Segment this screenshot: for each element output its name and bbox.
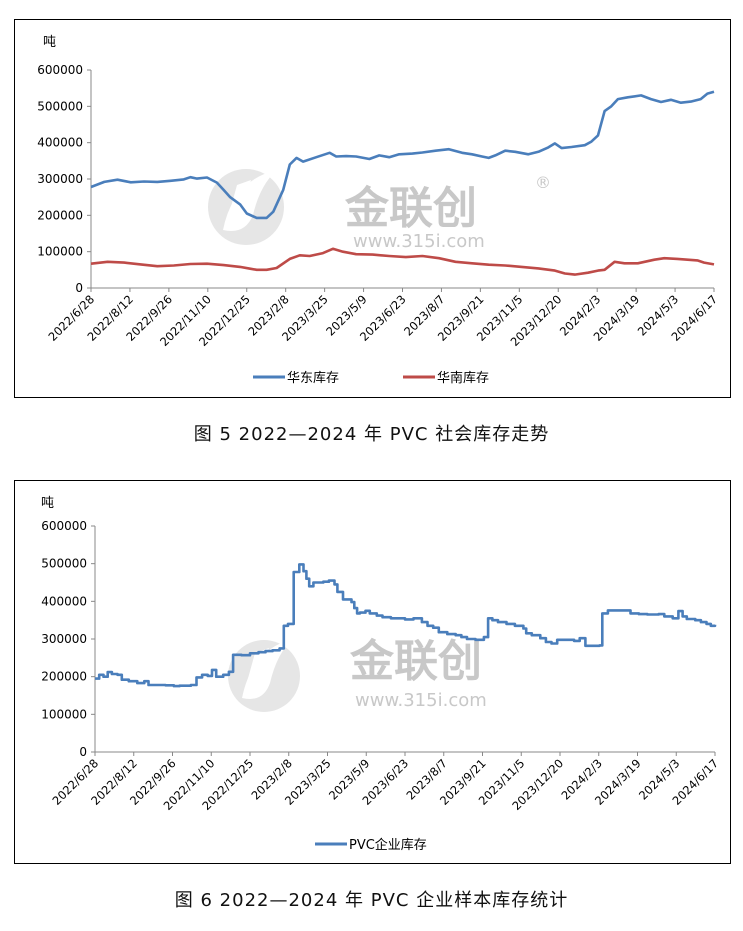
y-tick-label: 300000 bbox=[41, 632, 87, 646]
series-lines bbox=[90, 90, 715, 276]
chart-svg-enterprise-inventory: 金联创 www.315i.com 吨 0 100000 200000 300000 40… bbox=[41, 496, 722, 853]
series-lines bbox=[95, 563, 717, 688]
y-tick-label: 600000 bbox=[41, 519, 87, 533]
watermark-brand: 金联创 bbox=[349, 636, 482, 687]
y-tick-label: 400000 bbox=[37, 136, 83, 150]
y-tick-label: 500000 bbox=[41, 557, 87, 571]
y-axis-tick-labels: 0 100000 200000 300000 400000 500000 600000 bbox=[41, 519, 87, 759]
y-tick-label: 100000 bbox=[41, 707, 87, 721]
watermark-logo-icon bbox=[228, 639, 300, 712]
watermark-registered-mark: ® bbox=[535, 173, 551, 192]
x-axis-tick-labels: 2022/6/282022/8/122022/9/262022/11/10202… bbox=[46, 292, 721, 349]
chart-legend: PVC企业库存 bbox=[315, 837, 427, 853]
y-tick-label: 100000 bbox=[37, 245, 83, 259]
chart-panel-social-inventory: 金联创 ® www.315i.com 吨 0 100000 200000 300000… bbox=[14, 19, 731, 398]
series-line-0 bbox=[95, 563, 717, 688]
y-axis-tick-labels: 0 100000 200000 300000 400000 500000 600000 bbox=[37, 63, 83, 295]
y-tick-label: 0 bbox=[75, 281, 83, 295]
watermark: 金联创 ® www.315i.com bbox=[208, 169, 551, 252]
watermark-url: www.315i.com bbox=[353, 231, 485, 252]
y-tick-label: 500000 bbox=[37, 99, 83, 113]
figure-caption-6: 图 6 2022—2024 年 PVC 企业样本库存统计 bbox=[174, 890, 569, 911]
chart-panel-enterprise-inventory: 金联创 www.315i.com 吨 0 100000 200000 300000 40… bbox=[14, 480, 731, 864]
series-line-0 bbox=[90, 90, 715, 220]
chart-svg-social-inventory: 金联创 ® www.315i.com 吨 0 100000 200000 300000… bbox=[37, 35, 721, 386]
figure-caption-5: 图 5 2022—2024 年 PVC 社会库存走势 bbox=[193, 424, 550, 445]
y-tick-label: 200000 bbox=[41, 670, 87, 684]
watermark-logo-icon bbox=[208, 169, 284, 245]
legend-label-south: 华南库存 bbox=[437, 370, 489, 386]
y-tick-label: 300000 bbox=[37, 172, 83, 186]
y-tick-label: 400000 bbox=[41, 594, 87, 608]
watermark-url: www.315i.com bbox=[355, 690, 487, 711]
x-axis-tick-labels: 2022/6/282022/8/122022/9/262022/11/10202… bbox=[50, 756, 722, 813]
chart-axes bbox=[91, 525, 716, 756]
legend-label-pvc: PVC企业库存 bbox=[349, 837, 427, 853]
legend-label-east: 华东库存 bbox=[287, 370, 339, 386]
y-axis-unit-label: 吨 bbox=[41, 496, 54, 511]
watermark-brand: 金联创 bbox=[344, 183, 477, 234]
chart-legend: 华东库存 华南库存 bbox=[253, 370, 489, 386]
watermark: 金联创 www.315i.com bbox=[228, 636, 487, 712]
y-axis-unit-label: 吨 bbox=[43, 35, 56, 50]
y-tick-label: 600000 bbox=[37, 63, 83, 77]
y-tick-label: 0 bbox=[79, 745, 87, 759]
series-line-1 bbox=[90, 247, 715, 276]
chart-axes bbox=[87, 69, 715, 292]
y-tick-label: 200000 bbox=[37, 208, 83, 222]
